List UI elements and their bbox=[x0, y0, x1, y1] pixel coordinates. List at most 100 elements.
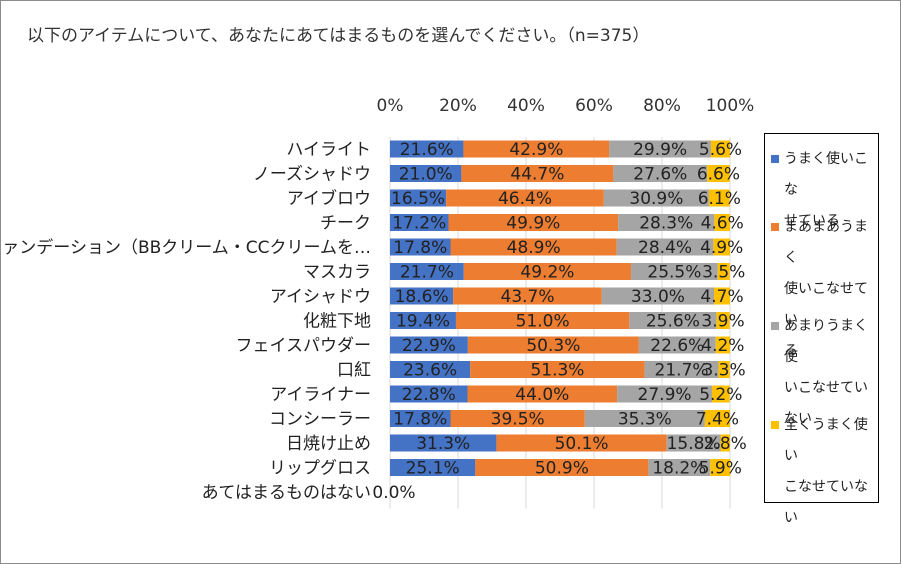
bar-segment bbox=[390, 140, 464, 158]
bar-segment bbox=[720, 434, 730, 452]
legend-label-line: 使いこなせてい bbox=[784, 281, 868, 328]
data-label: 3.3% bbox=[702, 361, 745, 381]
legend-item: うまく使いこな せている bbox=[771, 144, 875, 229]
category-label: リップグロス bbox=[269, 459, 371, 479]
category-label: コンシーラー bbox=[269, 410, 371, 430]
legend-swatch bbox=[771, 322, 779, 330]
bar-segment bbox=[463, 263, 632, 280]
bar-segment bbox=[467, 336, 639, 354]
bar-segment bbox=[718, 361, 730, 378]
data-label: 0.0% bbox=[372, 483, 415, 503]
bar-segment bbox=[648, 459, 711, 476]
data-label: 21.6% bbox=[400, 140, 454, 160]
bar-segment bbox=[704, 410, 730, 427]
data-label: 35.3% bbox=[618, 410, 672, 430]
data-label: 5.9% bbox=[699, 459, 742, 479]
data-label: 21.0% bbox=[399, 165, 453, 185]
bar-segment bbox=[644, 361, 719, 378]
legend-item: まあまあうまく 使いこなせている bbox=[771, 212, 875, 359]
x-tick-label: 100% bbox=[706, 96, 755, 116]
bar-segment bbox=[707, 165, 730, 182]
data-label: 49.2% bbox=[520, 263, 574, 283]
data-label: 42.9% bbox=[509, 140, 563, 160]
bar-segment bbox=[601, 287, 715, 305]
bar-segment bbox=[666, 434, 721, 452]
legend-label: うまく使いこな せている bbox=[784, 144, 875, 237]
data-label: 25.6% bbox=[646, 312, 700, 332]
data-label: 49.9% bbox=[506, 214, 560, 234]
data-label: 39.5% bbox=[491, 410, 545, 430]
data-label: 21.7% bbox=[655, 361, 709, 381]
category-label: チーク bbox=[320, 214, 371, 234]
data-label: 44.7% bbox=[510, 165, 564, 185]
bar-segment bbox=[713, 238, 730, 256]
bar-segment bbox=[461, 165, 614, 182]
bar-segment bbox=[618, 214, 715, 231]
data-label: 51.3% bbox=[530, 361, 584, 381]
data-label: 31.3% bbox=[416, 434, 470, 454]
data-label: 33.0% bbox=[631, 287, 685, 307]
bar-segment bbox=[616, 238, 714, 256]
data-label: 7.4% bbox=[696, 410, 739, 430]
bar-segment bbox=[617, 385, 712, 403]
data-label: 4.2% bbox=[701, 336, 744, 356]
legend-label-line: 全くうまく使い bbox=[784, 417, 868, 464]
legend-label: 全くうまく使い こなせていない bbox=[784, 410, 875, 534]
legend-label-line: いこなせてい bbox=[784, 380, 868, 396]
data-label: 28.4% bbox=[638, 238, 692, 258]
x-tick-label: 0% bbox=[377, 96, 404, 116]
data-label: 22.9% bbox=[402, 336, 456, 356]
bar-segment bbox=[446, 189, 604, 207]
data-label: 25.1% bbox=[406, 459, 460, 479]
bar-segment bbox=[390, 263, 464, 280]
data-label: 50.1% bbox=[555, 434, 609, 454]
bar-segment bbox=[603, 189, 709, 207]
category-label: マスカラ bbox=[303, 263, 371, 283]
data-label: 23.6% bbox=[403, 361, 457, 381]
data-label: 43.7% bbox=[501, 287, 555, 307]
data-label: 18.2% bbox=[652, 459, 706, 479]
category-label: アイライナー bbox=[270, 385, 371, 405]
data-label: 4.7% bbox=[700, 287, 743, 307]
legend-swatch bbox=[771, 155, 779, 163]
data-label: 51.0% bbox=[516, 312, 570, 332]
legend-label-line: せている bbox=[784, 213, 840, 229]
bar-segment bbox=[711, 385, 730, 403]
data-label: 19.4% bbox=[396, 312, 450, 332]
data-label: 50.3% bbox=[526, 336, 580, 356]
legend-label-line: こなせていな bbox=[784, 479, 868, 495]
bar-segment bbox=[584, 410, 705, 427]
data-label: 6.6% bbox=[697, 165, 740, 185]
data-label: 3.5% bbox=[702, 263, 745, 283]
data-label: 6.1% bbox=[698, 189, 741, 209]
category-label: ノーズシャドウ bbox=[253, 165, 371, 185]
data-label: 48.9% bbox=[507, 238, 561, 258]
legend-item: あまりうまく使 いこなせてい ない bbox=[771, 311, 875, 427]
bar-segment bbox=[496, 434, 667, 452]
data-label: 46.4% bbox=[498, 189, 552, 209]
bar-segment bbox=[390, 238, 451, 256]
bar-segment bbox=[390, 214, 449, 231]
bar-segment bbox=[390, 312, 456, 329]
legend-label-line: まあまあうまく bbox=[784, 219, 868, 266]
data-label: 2.8% bbox=[704, 434, 747, 454]
legend-item: 全くうまく使い こなせていない bbox=[771, 410, 875, 526]
data-label: 22.8% bbox=[402, 385, 456, 405]
category-label: ハイライト bbox=[286, 140, 371, 160]
data-label: 17.2% bbox=[392, 214, 446, 234]
bar-segment bbox=[455, 312, 630, 329]
bar-segment bbox=[450, 410, 585, 427]
legend-label-line: ない bbox=[784, 411, 812, 427]
bar-segment bbox=[463, 140, 610, 158]
data-label: 21.7% bbox=[400, 263, 454, 283]
data-label: 3.9% bbox=[701, 312, 744, 332]
bar-segment bbox=[710, 459, 731, 476]
bar-segment bbox=[448, 214, 619, 231]
legend-swatch bbox=[771, 223, 779, 231]
bar-segment bbox=[390, 287, 454, 305]
legend: うまく使いこな せている まあまあうまく 使いこなせているあまりうまく使 いこなせていな… bbox=[764, 133, 879, 526]
category-label: 日焼け止め bbox=[286, 434, 371, 454]
x-tick-label: 20% bbox=[439, 96, 477, 116]
bar-segment bbox=[715, 336, 730, 354]
